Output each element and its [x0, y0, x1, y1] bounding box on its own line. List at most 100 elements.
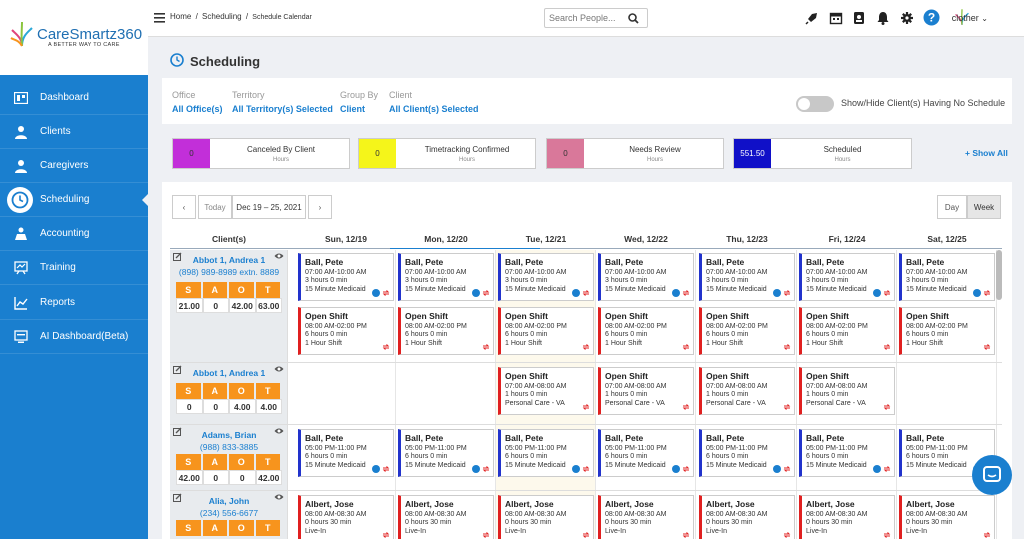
- day-cell[interactable]: [897, 363, 997, 424]
- day-cell[interactable]: [296, 250, 396, 362]
- summary-timetracking[interactable]: 0 Timetracking Confirmed Hours: [358, 138, 536, 169]
- sidebar-item-scheduling[interactable]: Scheduling: [0, 183, 148, 217]
- sidebar-item-caregivers[interactable]: Caregivers: [0, 149, 148, 183]
- shift-card[interactable]: Open Shift 08:00 AM-02:00 PM 6 hours 0 min…: [298, 307, 394, 355]
- shift-card[interactable]: Ball, Pete 07:00 AM-10:00 AM 3 hours 0 min…: [498, 253, 594, 301]
- shift-card[interactable]: Albert, Jose 08:00 AM-08:30 AM 0 hours 30 …: [799, 495, 895, 539]
- day-cell[interactable]: [596, 425, 696, 490]
- shift-card[interactable]: Open Shift 08:00 AM-02:00 PM 6 hours 0 min…: [699, 307, 795, 355]
- office-filter[interactable]: Office All Office(s): [172, 90, 223, 114]
- client-filter[interactable]: Client All Client(s) Selected: [389, 90, 479, 114]
- shift-card[interactable]: Albert, Jose 08:00 AM-08:30 AM 0 hours 30 …: [598, 495, 694, 539]
- filter-value[interactable]: All Office(s): [172, 104, 223, 114]
- swap-icon[interactable]: [482, 531, 490, 539]
- shift-card[interactable]: Albert, Jose 08:00 AM-08:30 AM 0 hours 30 …: [498, 495, 594, 539]
- calendar-icon[interactable]: [829, 11, 843, 25]
- shift-card[interactable]: Ball, Pete 07:00 AM-10:00 AM 3 hours 0 min…: [398, 253, 494, 301]
- sidebar-item-clients[interactable]: Clients: [0, 115, 148, 149]
- client-name[interactable]: Abbot 1, Andrea 1: [192, 368, 266, 378]
- shift-card[interactable]: Ball, Pete 05:00 PM-11:00 PM 6 hours 0 min…: [298, 429, 394, 477]
- day-cell[interactable]: [596, 363, 696, 424]
- show-all-link[interactable]: + Show All: [965, 148, 1008, 158]
- edit-icon[interactable]: [173, 252, 182, 261]
- day-cell[interactable]: [797, 250, 897, 362]
- swap-icon[interactable]: [582, 465, 590, 473]
- swap-icon[interactable]: [983, 289, 991, 297]
- sidebar-item-ai-dashboard-beta[interactable]: AI Dashboard(Beta): [0, 320, 148, 354]
- breadcrumb-scheduling[interactable]: Scheduling: [202, 12, 242, 21]
- menu-icon[interactable]: [154, 13, 165, 23]
- day-cell[interactable]: [396, 250, 496, 362]
- eye-icon[interactable]: [274, 365, 284, 373]
- day-cell[interactable]: [396, 491, 496, 539]
- day-cell[interactable]: [697, 250, 797, 362]
- swap-icon[interactable]: [382, 289, 390, 297]
- shift-card[interactable]: Ball, Pete 07:00 AM-10:00 AM 3 hours 0 min…: [298, 253, 394, 301]
- swap-icon[interactable]: [382, 343, 390, 351]
- day-cell[interactable]: [596, 250, 696, 362]
- rocket-icon[interactable]: [805, 11, 819, 25]
- contact-card-icon[interactable]: [852, 11, 866, 25]
- swap-icon[interactable]: [682, 403, 690, 411]
- shift-card[interactable]: Ball, Pete 07:00 AM-10:00 AM 3 hours 0 min…: [699, 253, 795, 301]
- shift-card[interactable]: Open Shift 08:00 AM-02:00 PM 6 hours 0 min…: [799, 307, 895, 355]
- summary-needs-review[interactable]: 0 Needs Review Hours: [546, 138, 724, 169]
- day-cell[interactable]: [797, 425, 897, 490]
- filter-value[interactable]: Client: [340, 104, 366, 114]
- prev-week-button[interactable]: ‹: [172, 195, 196, 219]
- edit-icon[interactable]: [173, 365, 182, 374]
- swap-icon[interactable]: [883, 403, 891, 411]
- swap-icon[interactable]: [783, 343, 791, 351]
- swap-icon[interactable]: [382, 531, 390, 539]
- shift-card[interactable]: Open Shift 08:00 AM-02:00 PM 6 hours 0 min…: [598, 307, 694, 355]
- client-name[interactable]: Adams, Brian: [201, 430, 257, 440]
- shift-card[interactable]: Ball, Pete 05:00 PM-11:00 PM 6 hours 0 min…: [398, 429, 494, 477]
- swap-icon[interactable]: [482, 289, 490, 297]
- chat-button[interactable]: [972, 455, 1012, 495]
- shift-card[interactable]: Open Shift 07:00 AM-08:00 AM 1 hours 0 min…: [598, 367, 694, 415]
- sidebar-item-dashboard[interactable]: Dashboard: [0, 81, 148, 115]
- sidebar-item-reports[interactable]: Reports: [0, 286, 148, 320]
- swap-icon[interactable]: [382, 465, 390, 473]
- filter-value[interactable]: All Client(s) Selected: [389, 104, 479, 114]
- client-phone[interactable]: (234) 556-6677: [199, 508, 259, 518]
- territory-filter[interactable]: Territory All Territory(s) Selected: [232, 90, 333, 114]
- swap-icon[interactable]: [482, 465, 490, 473]
- swap-icon[interactable]: [682, 343, 690, 351]
- client-name[interactable]: Alia, John: [208, 496, 250, 506]
- summary-canceled[interactable]: 0 Canceled By Client Hours: [172, 138, 350, 169]
- search-input[interactable]: Search People...: [544, 8, 648, 28]
- shift-card[interactable]: Open Shift 08:00 AM-02:00 PM 6 hours 0 min…: [899, 307, 995, 355]
- shift-card[interactable]: Ball, Pete 05:00 PM-11:00 PM 6 hours 0 min…: [799, 429, 895, 477]
- swap-icon[interactable]: [582, 403, 590, 411]
- day-cell[interactable]: [697, 363, 797, 424]
- eye-icon[interactable]: [274, 493, 284, 501]
- day-cell[interactable]: [396, 363, 496, 424]
- swap-icon[interactable]: [983, 531, 991, 539]
- day-cell[interactable]: [296, 491, 396, 539]
- bell-icon[interactable]: [876, 11, 890, 25]
- user-menu[interactable]: clother ⌄: [952, 13, 988, 23]
- day-cell[interactable]: [897, 250, 997, 362]
- swap-icon[interactable]: [883, 343, 891, 351]
- avatar[interactable]: [953, 8, 971, 26]
- day-cell[interactable]: [897, 491, 997, 539]
- day-cell[interactable]: [797, 491, 897, 539]
- swap-icon[interactable]: [582, 289, 590, 297]
- swap-icon[interactable]: [983, 343, 991, 351]
- date-range[interactable]: Dec 19 – 25, 2021: [232, 195, 306, 219]
- shift-card[interactable]: Albert, Jose 08:00 AM-08:30 AM 0 hours 30 …: [298, 495, 394, 539]
- edit-icon[interactable]: [173, 427, 182, 436]
- day-cell[interactable]: [296, 363, 396, 424]
- swap-icon[interactable]: [783, 531, 791, 539]
- swap-icon[interactable]: [582, 343, 590, 351]
- help-icon[interactable]: ?: [923, 9, 940, 26]
- swap-icon[interactable]: [783, 403, 791, 411]
- swap-icon[interactable]: [883, 289, 891, 297]
- day-cell[interactable]: [396, 425, 496, 490]
- sidebar-item-accounting[interactable]: Accounting: [0, 217, 148, 251]
- client-phone[interactable]: (988) 833-3885: [199, 442, 259, 452]
- shift-card[interactable]: Open Shift 07:00 AM-08:00 AM 1 hours 0 min…: [799, 367, 895, 415]
- eye-icon[interactable]: [274, 252, 284, 260]
- gear-icon[interactable]: [900, 11, 914, 25]
